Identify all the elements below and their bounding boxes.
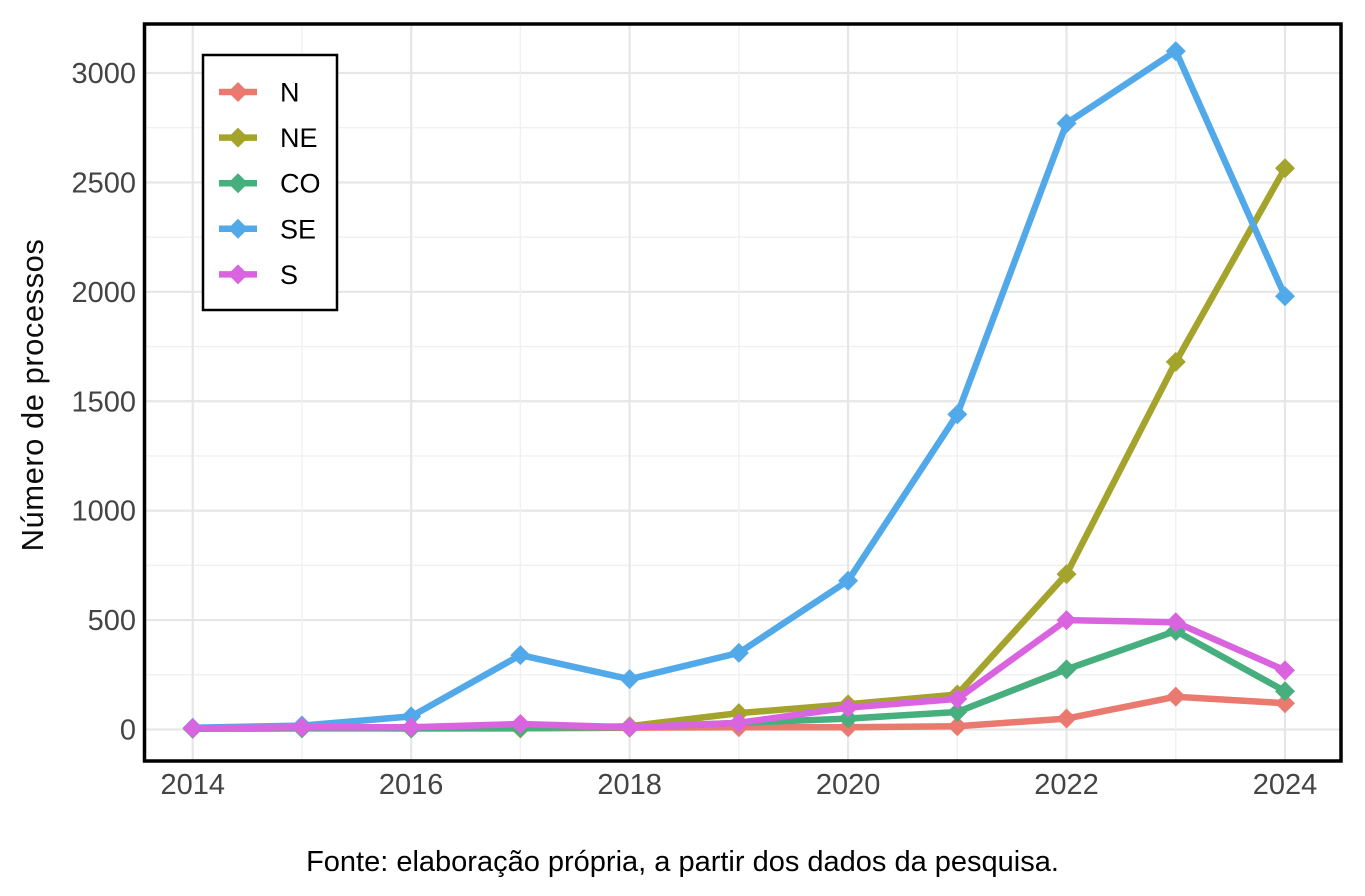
data-point-S [401, 717, 422, 738]
legend-label-SE: SE [280, 214, 316, 244]
legend-key-marker-NE [228, 127, 248, 148]
x-tick-label: 2024 [1253, 769, 1318, 801]
legend: N NE CO SE S [201, 53, 339, 312]
x-tick-label: 2020 [816, 769, 881, 801]
data-point-SE [838, 570, 859, 591]
y-tick-label: 0 [120, 715, 136, 747]
data-point-SE [619, 669, 640, 690]
data-point-NE [1165, 351, 1186, 372]
data-point-S [291, 717, 312, 738]
y-tick-label: 2000 [71, 277, 136, 309]
legend-key-marker-SE [228, 218, 248, 239]
y-axis-title: Número de processos [15, 238, 50, 552]
chart-canvas: 0 500 1000 1500 2000 2500 3000 2014 2016 2018 2020… [71, 22, 1343, 801]
legend-label-NE: NE [280, 123, 318, 153]
x-tick-label: 2016 [379, 769, 444, 801]
data-point-SE [510, 645, 531, 666]
data-point-S [838, 697, 859, 718]
panel-border [142, 22, 1343, 763]
data-point-SE [728, 642, 749, 663]
data-point-S [510, 714, 531, 735]
legend-key-marker-N [228, 82, 248, 102]
data-point-SE [1165, 41, 1186, 62]
data-point-N [1165, 686, 1186, 707]
x-tick-label: 2014 [160, 769, 225, 801]
data-point-N [947, 716, 968, 737]
data-point-S [1165, 612, 1186, 633]
x-tick-label: 2018 [597, 769, 662, 801]
legend-label-CO: CO [280, 169, 321, 199]
data-point-NE [1275, 158, 1295, 179]
data-point-S [619, 717, 640, 738]
data-point-SE [401, 706, 422, 727]
y-tick-label: 500 [88, 605, 136, 637]
source-caption: Fonte: elaboração própria, a partir dos … [306, 846, 1059, 878]
y-tick-label: 2500 [71, 167, 136, 199]
y-tick-label: 1000 [71, 496, 136, 528]
data-point-SE [1056, 113, 1077, 134]
data-point-CO [1056, 659, 1077, 680]
data-point-SE [947, 404, 968, 425]
data-point-CO [838, 708, 859, 729]
data-point-S [182, 718, 203, 739]
data-point-CO [1275, 681, 1295, 702]
data-point-S [947, 688, 968, 709]
x-tick-label: 2022 [1034, 769, 1099, 801]
data-point-N [1056, 708, 1077, 729]
legend-label-N: N [280, 78, 300, 108]
data-point-CO [947, 701, 968, 722]
data-point-NE [1056, 564, 1077, 585]
plot-panel [144, 24, 1341, 761]
data-point-S [728, 712, 749, 733]
data-point-S [1056, 610, 1077, 631]
y-tick-label: 1500 [71, 386, 136, 418]
legend-label-S: S [280, 260, 298, 290]
data-point-SE [1275, 286, 1295, 307]
legend-key-marker-CO [228, 173, 248, 194]
y-tick-label: 3000 [71, 58, 136, 90]
data-point-S [1275, 660, 1295, 681]
legend-key-marker-S [228, 264, 248, 285]
data-point-N [1275, 693, 1295, 714]
